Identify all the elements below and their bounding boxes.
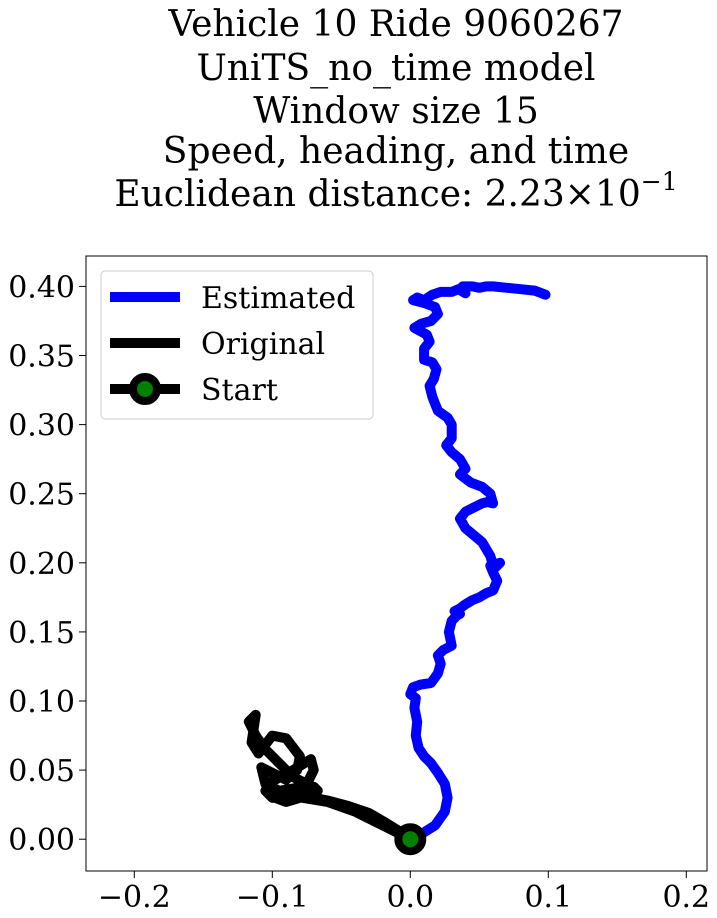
title-metric-base: 10 <box>595 174 641 215</box>
y-tick-label: 0.25 <box>8 478 75 513</box>
legend: Estimated Original Start <box>100 270 374 420</box>
y-tick-label: 0.20 <box>8 547 75 582</box>
title-metric: Euclidean distance: 2.23×10−1 <box>114 167 677 215</box>
x-tick-label: 0.1 <box>524 880 572 915</box>
y-tick-label: 0.40 <box>8 270 75 305</box>
y-tick-label: 0.05 <box>8 754 75 789</box>
y-tick-label: 0.10 <box>8 685 75 720</box>
x-tick-label: −0.1 <box>236 880 309 915</box>
x-tick-label: 0.0 <box>386 880 434 915</box>
title-line-4: Speed, heading, and time <box>163 131 629 172</box>
x-tick-label: −0.2 <box>98 880 171 915</box>
legend-label-original: Original <box>201 327 325 362</box>
plot-area <box>85 255 708 872</box>
y-tick-label: 0.15 <box>8 616 75 651</box>
x-tick-label: 0.2 <box>662 880 710 915</box>
chart-title: Vehicle 10 Ride 9060267 UniTS_no_time mo… <box>114 4 677 215</box>
axis-ticks: −0.2 −0.1 0.0 0.1 0.2 0.00 0.05 0.10 0.15 0.20 0.2… <box>8 270 710 915</box>
title-metric-exponent: −1 <box>641 167 678 196</box>
y-tick-label: 0.35 <box>8 340 75 375</box>
series-line-estimated <box>405 281 551 845</box>
legend-label-estimated: Estimated <box>201 281 355 316</box>
y-tick-label: 0.00 <box>8 823 75 858</box>
title-metric-times: × <box>565 174 595 215</box>
series-line-original <box>243 709 416 845</box>
title-line-1: Vehicle 10 Ride 9060267 <box>167 4 623 45</box>
title-line-2: UniTS_no_time model <box>196 48 595 89</box>
series-group <box>243 281 551 856</box>
legend-label-start: Start <box>201 373 278 408</box>
title-metric-prefix: Euclidean distance: 2.23 <box>114 174 564 215</box>
axes-frame <box>85 255 708 872</box>
y-tick-label: 0.30 <box>8 409 75 444</box>
legend-marker-start <box>129 373 161 405</box>
title-line-3: Window size 15 <box>253 91 539 132</box>
legend-box <box>100 270 374 420</box>
start-marker <box>394 823 427 856</box>
